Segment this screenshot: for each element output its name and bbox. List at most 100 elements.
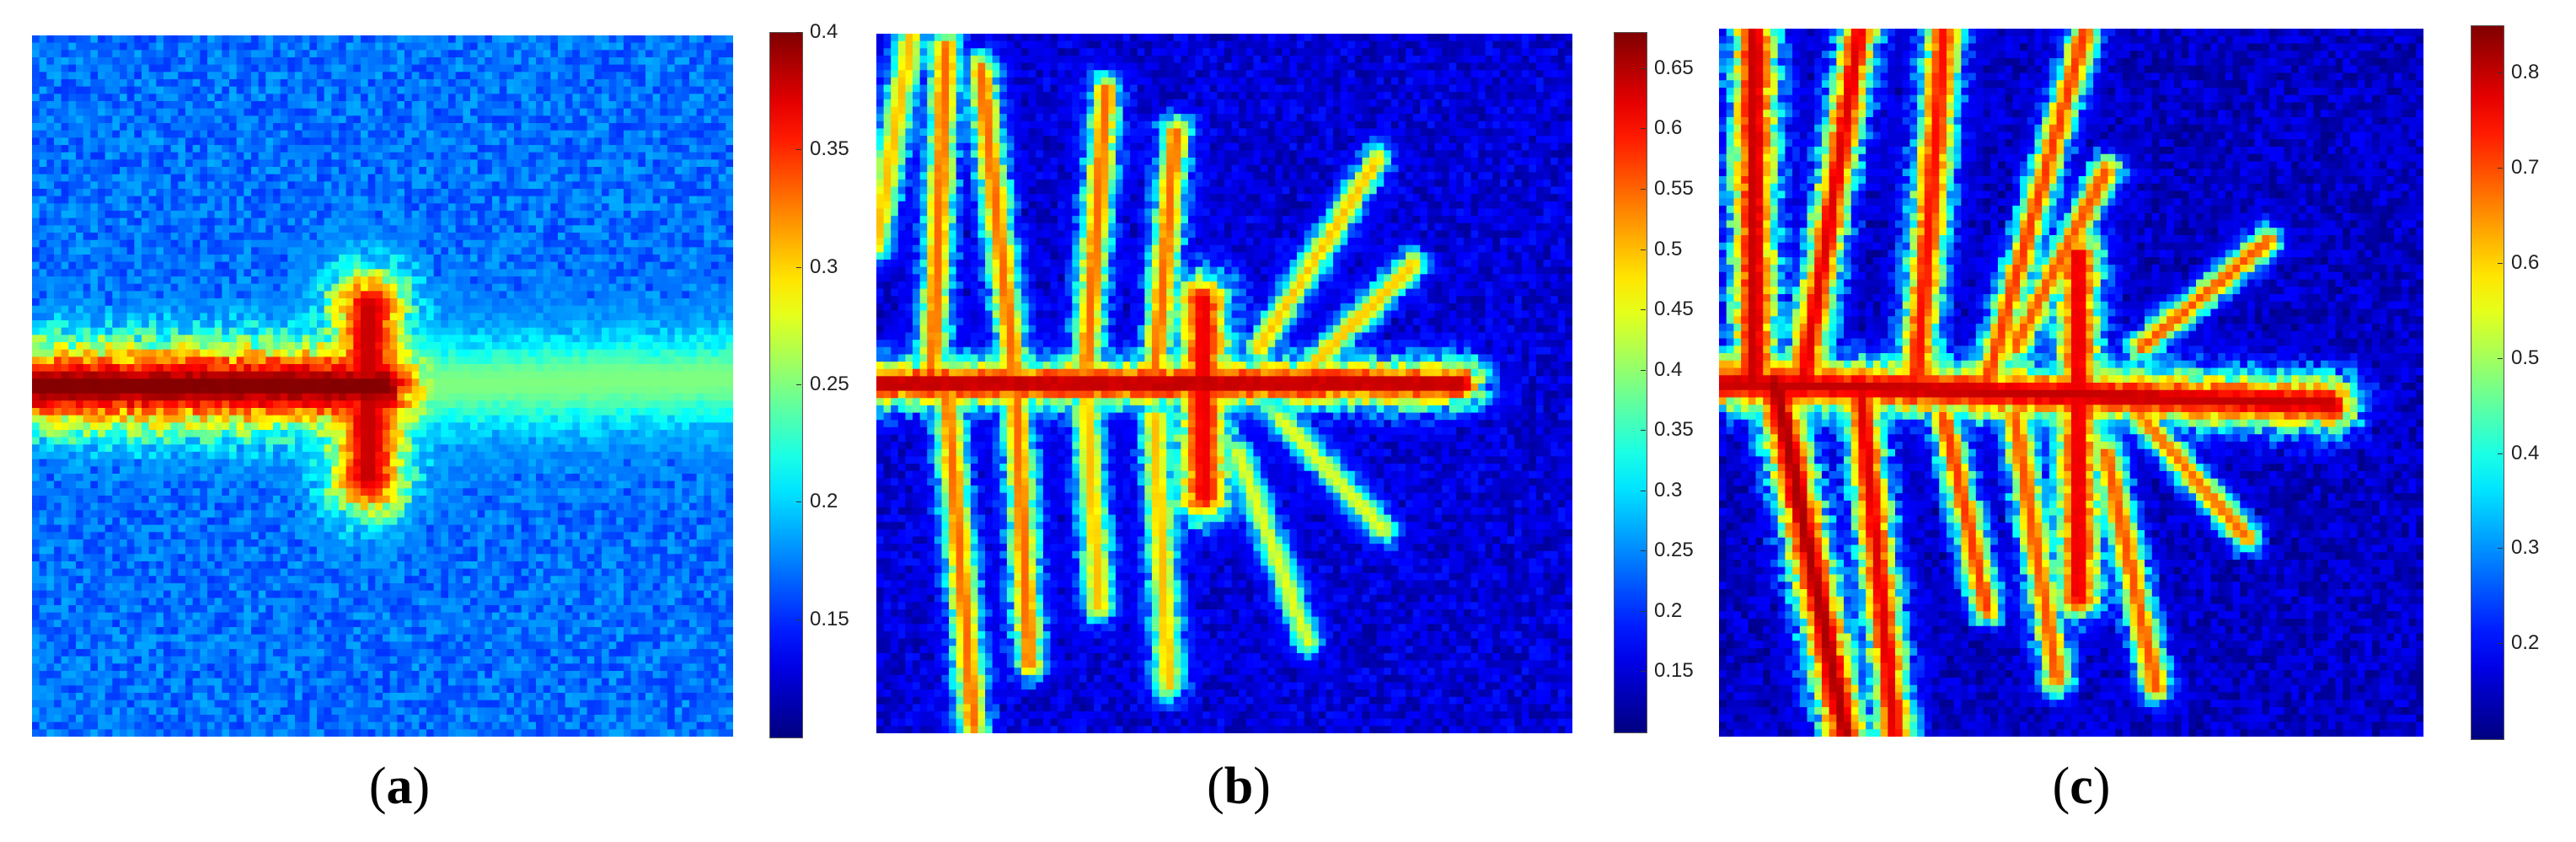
heatmap-cell (594, 189, 602, 197)
heatmap-cell (46, 408, 55, 416)
heatmap-cell (470, 342, 479, 351)
heatmap-cell (178, 393, 186, 401)
heatmap-cell (68, 283, 77, 292)
heatmap-cell (689, 196, 698, 204)
heatmap-cell (594, 64, 602, 72)
heatmap-cell (317, 203, 325, 212)
heatmap-cell (353, 225, 361, 233)
heatmap-cell (214, 167, 222, 175)
heatmap-cell (214, 305, 222, 314)
heatmap-cell (54, 239, 62, 248)
heatmap-cell (39, 57, 47, 66)
heatmap-cell (586, 400, 595, 409)
heatmap-cell (32, 152, 40, 160)
heatmap-cell (667, 247, 676, 255)
heatmap-cell (660, 269, 668, 277)
heatmap-cell (32, 357, 40, 365)
heatmap-cell (309, 196, 318, 204)
heatmap-cell (572, 101, 581, 110)
heatmap-cell (550, 137, 559, 146)
heatmap-cell (499, 335, 507, 343)
heatmap-cell (207, 400, 216, 409)
heatmap-cell (280, 305, 288, 314)
heatmap-cell (46, 108, 55, 116)
heatmap-cell (61, 357, 69, 365)
heatmap-cell (192, 269, 201, 277)
heatmap-cell (594, 291, 602, 299)
heatmap-cell (142, 225, 150, 233)
heatmap-cell (361, 327, 369, 335)
heatmap-cell (455, 225, 463, 233)
heatmap-cell (251, 378, 260, 387)
heatmap-cell (331, 233, 340, 241)
heatmap-cell (345, 86, 354, 94)
heatmap-cell (273, 50, 281, 58)
heatmap-cell (455, 283, 463, 292)
heatmap-cell (244, 189, 252, 197)
heatmap-cell (558, 196, 566, 204)
heatmap-cell (455, 64, 463, 72)
heatmap-cell (68, 327, 77, 335)
heatmap-cell (652, 408, 661, 416)
heatmap-cell (46, 239, 55, 248)
heatmap-cell (602, 313, 610, 321)
heatmap-cell (39, 159, 47, 168)
heatmap-cell (616, 72, 624, 80)
heatmap-cell (273, 357, 281, 365)
heatmap-cell (207, 137, 216, 146)
heatmap-cell (324, 130, 332, 138)
heatmap-cell (682, 42, 690, 51)
heatmap-cell (404, 167, 413, 175)
heatmap-cell (229, 408, 238, 416)
heatmap-cell (404, 233, 413, 241)
heatmap-cell (54, 108, 62, 116)
heatmap-cell (258, 342, 266, 351)
heatmap-cell (287, 239, 296, 248)
heatmap-cell (104, 108, 113, 116)
heatmap-cell (572, 378, 581, 387)
heatmap-cell (331, 305, 340, 314)
heatmap-cell (295, 261, 303, 270)
heatmap-cell (367, 137, 376, 146)
heatmap-cell (726, 327, 733, 335)
heatmap-cell (521, 371, 529, 379)
heatmap-cell (426, 233, 435, 241)
heatmap-cell (61, 233, 69, 241)
heatmap-cell (192, 225, 201, 233)
heatmap-cell (214, 217, 222, 226)
heatmap-cell (572, 174, 581, 182)
heatmap-cell (565, 239, 573, 248)
heatmap-cell (638, 378, 646, 387)
heatmap-cell (726, 217, 733, 226)
heatmap-cell (46, 291, 55, 299)
heatmap-cell (156, 408, 164, 416)
heatmap-cell (682, 276, 690, 285)
heatmap-cell (608, 357, 617, 365)
heatmap-cell (76, 225, 84, 233)
heatmap-cell (630, 269, 639, 277)
heatmap-cell (32, 159, 40, 168)
heatmap-cell (302, 335, 310, 343)
heatmap-cell (485, 320, 493, 329)
heatmap-cell (514, 335, 522, 343)
heatmap-cell (602, 57, 610, 66)
heatmap-cell (726, 371, 733, 379)
heatmap-cell (61, 415, 69, 423)
heatmap-cell (244, 386, 252, 394)
heatmap-cell (550, 108, 559, 116)
heatmap-cell (674, 291, 683, 299)
heatmap-cell (76, 371, 84, 379)
heatmap-cell (90, 393, 99, 401)
heatmap-cell (163, 261, 172, 270)
heatmap-cell (543, 298, 551, 307)
heatmap-cell (236, 211, 244, 219)
heatmap-cell (120, 145, 128, 153)
heatmap-cell (361, 152, 369, 160)
heatmap-cell (280, 291, 288, 299)
heatmap-cell (142, 217, 150, 226)
heatmap-cell (317, 225, 325, 233)
heatmap-cell (572, 239, 581, 248)
heatmap-cell (660, 247, 668, 255)
heatmap-cell (120, 42, 128, 51)
heatmap-cell (718, 130, 726, 138)
